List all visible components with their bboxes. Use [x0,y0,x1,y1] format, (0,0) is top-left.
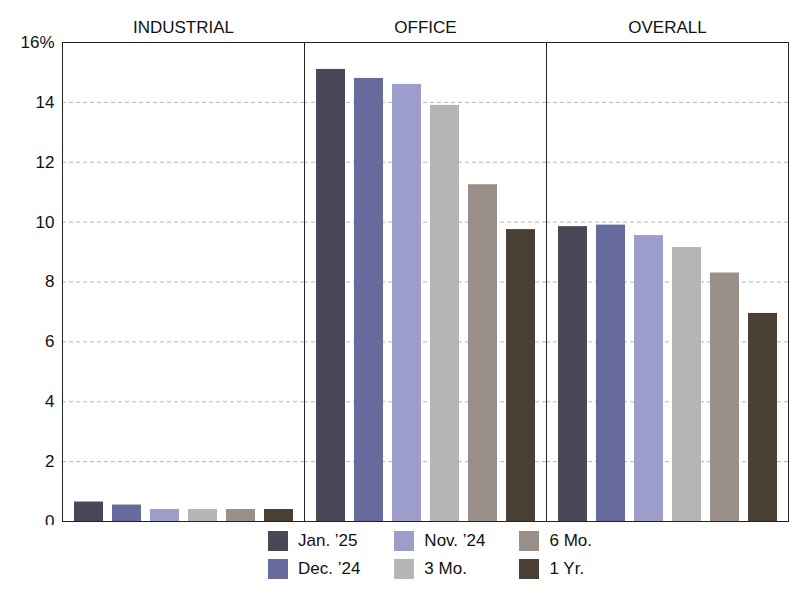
svg-text:12: 12 [36,153,55,172]
html-text:Jan. ’25: Jan. ’25 [298,531,358,550]
html-text:Dec. ’24: Dec. ’24 [298,559,361,578]
html-text:Nov. ’24: Nov. ’24 [424,531,486,550]
svg-text:OFFICE: OFFICE [394,18,456,37]
svg-text:0: 0 [45,512,54,525]
html-text:1 Yr.: 1 Yr. [549,559,585,578]
svg-text:16%: 16% [20,33,54,52]
svg-text:2: 2 [45,452,54,471]
svg-text:14: 14 [36,93,55,112]
svg-text:INDUSTRIAL: INDUSTRIAL [133,18,234,37]
html-text:3 Mo.: 3 Mo. [424,559,467,578]
svg-text:10: 10 [36,213,55,232]
svg-text:OVERALL: OVERALL [628,18,706,37]
svg-text:6: 6 [45,332,54,351]
svg-text:8: 8 [45,272,54,291]
svg-text:4: 4 [45,392,54,411]
html-text:6 Mo.: 6 Mo. [549,531,592,550]
